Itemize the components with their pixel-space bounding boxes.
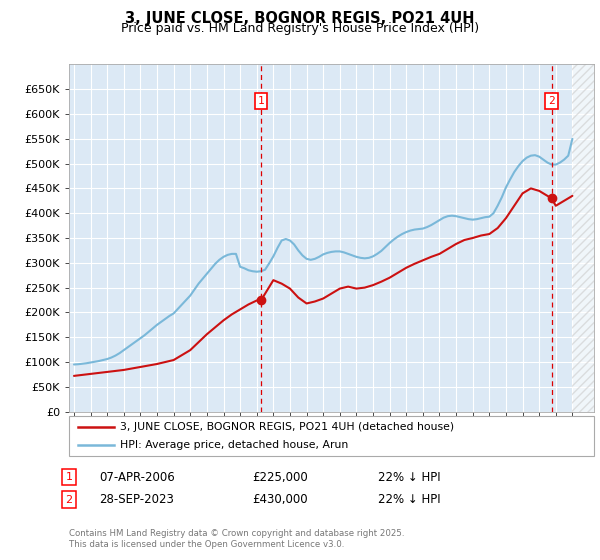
Text: 3, JUNE CLOSE, BOGNOR REGIS, PO21 4UH: 3, JUNE CLOSE, BOGNOR REGIS, PO21 4UH [125, 11, 475, 26]
Text: Price paid vs. HM Land Registry's House Price Index (HPI): Price paid vs. HM Land Registry's House … [121, 22, 479, 35]
Text: 07-APR-2006: 07-APR-2006 [99, 470, 175, 484]
Text: 2: 2 [65, 494, 73, 505]
Text: 22% ↓ HPI: 22% ↓ HPI [378, 470, 440, 484]
Text: 2: 2 [548, 96, 555, 106]
Text: 3, JUNE CLOSE, BOGNOR REGIS, PO21 4UH (detached house): 3, JUNE CLOSE, BOGNOR REGIS, PO21 4UH (d… [120, 422, 454, 432]
Text: Contains HM Land Registry data © Crown copyright and database right 2025.
This d: Contains HM Land Registry data © Crown c… [69, 529, 404, 549]
Text: 28-SEP-2023: 28-SEP-2023 [99, 493, 174, 506]
Text: 22% ↓ HPI: 22% ↓ HPI [378, 493, 440, 506]
Text: 1: 1 [65, 472, 73, 482]
Text: £225,000: £225,000 [252, 470, 308, 484]
Text: £430,000: £430,000 [252, 493, 308, 506]
Text: HPI: Average price, detached house, Arun: HPI: Average price, detached house, Arun [120, 440, 348, 450]
Text: 1: 1 [258, 96, 265, 106]
